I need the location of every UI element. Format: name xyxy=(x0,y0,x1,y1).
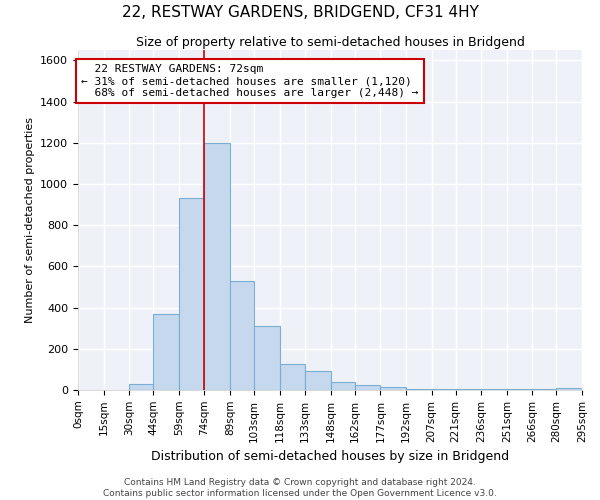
Bar xyxy=(532,389,556,390)
Bar xyxy=(230,281,254,390)
Bar xyxy=(455,389,481,390)
Y-axis label: Number of semi-detached properties: Number of semi-detached properties xyxy=(25,117,35,323)
Bar xyxy=(406,389,431,390)
Bar xyxy=(507,389,532,390)
Bar xyxy=(280,364,305,390)
Bar xyxy=(305,372,331,390)
Bar xyxy=(481,389,507,390)
Text: Contains HM Land Registry data © Crown copyright and database right 2024.
Contai: Contains HM Land Registry data © Crown c… xyxy=(103,478,497,498)
Bar xyxy=(355,385,380,390)
Bar xyxy=(556,388,582,390)
Bar xyxy=(331,382,355,390)
Bar xyxy=(254,326,280,390)
Bar xyxy=(179,198,205,390)
Text: 22 RESTWAY GARDENS: 72sqm
← 31% of semi-detached houses are smaller (1,120)
  68: 22 RESTWAY GARDENS: 72sqm ← 31% of semi-… xyxy=(82,64,419,98)
Bar xyxy=(431,389,455,390)
Bar xyxy=(129,384,153,390)
Bar xyxy=(380,387,406,390)
X-axis label: Distribution of semi-detached houses by size in Bridgend: Distribution of semi-detached houses by … xyxy=(151,450,509,463)
Title: Size of property relative to semi-detached houses in Bridgend: Size of property relative to semi-detach… xyxy=(136,36,524,49)
Bar xyxy=(205,142,230,390)
Bar xyxy=(153,314,179,390)
Text: 22, RESTWAY GARDENS, BRIDGEND, CF31 4HY: 22, RESTWAY GARDENS, BRIDGEND, CF31 4HY xyxy=(122,5,478,20)
